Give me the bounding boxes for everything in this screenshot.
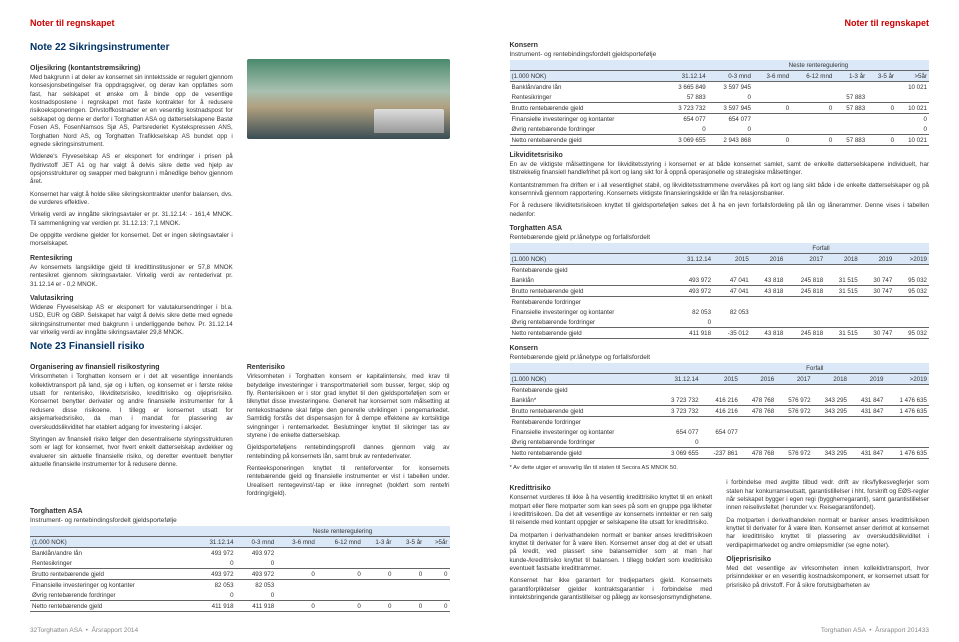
- org-body1: Virksomheten i Torghatten konsern er i d…: [30, 373, 233, 432]
- org-title: Organisering av finansiell risikostyring: [30, 364, 233, 371]
- likviditet-body2: Kontantstrømmen fra driften er i all ves…: [510, 182, 930, 199]
- table-forfall-konsern: Forfall(1.000 NOK)31.12.1420152016201720…: [510, 363, 930, 459]
- wideroe-body: Widerøe's Flyveselskap AS er eksponert f…: [30, 153, 233, 186]
- renterisiko-body2: Gjeldsporteføljens rentebindingsprofil d…: [247, 444, 450, 461]
- likviditet-title: Likviditetsrisiko: [510, 152, 930, 159]
- rente-title: Rentesikring: [30, 255, 233, 262]
- valuta-title: Valutasikring: [30, 295, 233, 302]
- org-body2: Styringen av finansiell risiko følger de…: [30, 436, 233, 469]
- page-header-left: Noter til regnskapet: [30, 18, 450, 28]
- table-konsern: Neste renteregulering(1.000 NOK)31.12.14…: [510, 60, 930, 146]
- olje-body: Med bakgrunn i at deler av konsernet sin…: [30, 74, 233, 149]
- likviditet-body3: For å redusere likviditetsrisikoen knytt…: [510, 202, 930, 219]
- forfall-asa-title: Torghatten ASA: [510, 225, 930, 232]
- forfall-konsern-footnote: * Av dette utgjør et ansvarlig lån til s…: [510, 465, 930, 471]
- footer-company: Torghatten ASA: [37, 627, 82, 634]
- renterisiko-body1: Virksomheten i Torghatten konsern er kap…: [247, 373, 450, 440]
- table-forfall-asa: Forfall(1.000 NOK)31.12.1420152016201720…: [510, 243, 930, 339]
- footer-report: Årsrapport 2014: [92, 627, 139, 634]
- torghatten-asa-title: Torghatten ASA: [30, 508, 450, 515]
- forfall-asa-subtitle: Rentebærende gjeld pr.lånetype og forfal…: [510, 234, 930, 241]
- renterisiko-title: Renterisiko: [247, 364, 450, 371]
- olje-body-right: Med det vesentlige av virksomheten innen…: [726, 565, 929, 590]
- photo-bus-northern-lights: [247, 59, 450, 139]
- forfall-konsern-title: Konsern: [510, 345, 930, 352]
- footer-report-r: Årsrapport 2014: [875, 627, 922, 634]
- note23-title: Note 23 Finansiell risiko: [30, 341, 450, 352]
- kredittrisiko-body3: Konsernet har ikke garantert for tredjep…: [510, 577, 713, 602]
- olje-title: Oljesikring (kontantstrømsikring): [30, 65, 233, 72]
- footer-company-r: Torghatten ASA: [821, 627, 866, 634]
- effekt-body: Konsernet har valgt å holde slike sikrin…: [30, 191, 233, 208]
- rente-body: Av konsernets langsiktige gjeld til kred…: [30, 264, 233, 289]
- verdi1: Virkelig verdi av inngåtte sikringsavtal…: [30, 211, 233, 228]
- kredittrisiko-body1: Konsernet vurderes til ikke å ha vesentl…: [510, 494, 713, 527]
- valuta-body: Widerøe Flyveselskap AS er eksponert for…: [30, 304, 233, 337]
- renterisiko-body3: Renteeksponeringen knyttet til renteforv…: [247, 465, 450, 498]
- torghatten-asa-subtitle: Instrument- og rentebindingsfordelt gjel…: [30, 517, 450, 524]
- forfall-konsern-subtitle: Rentebærende gjeld pr.lånetype og forfal…: [510, 354, 930, 361]
- page-header-right: Noter til regnskapet: [510, 18, 930, 28]
- kredittrisiko-body2: Da motparten i derivathandelen normalt e…: [510, 532, 713, 574]
- bridge1: i forbindelse med avgitte tilbud vedr. d…: [726, 479, 929, 512]
- likviditet-body1: En av de viktigste målsettingene for lik…: [510, 161, 930, 178]
- note22-title: Note 22 Sikringsinstrumenter: [30, 42, 450, 53]
- kredittrisiko-body2b: Da motparten i derivathandelen normalt e…: [726, 517, 929, 550]
- konsern-subtitle: Instrument- og rentebindingsfordelt gjel…: [510, 51, 930, 58]
- konsern-title: Konsern: [510, 42, 930, 49]
- page-number-right: 33: [922, 627, 929, 634]
- verdi2: De oppgitte verdiene gjelder for konsern…: [30, 232, 233, 249]
- table-torghatten-asa: Neste renteregulering(1.000 NOK)31.12.14…: [30, 526, 450, 612]
- kredittrisiko-title: Kredittrisiko: [510, 485, 713, 492]
- olje-title-right: Oljeprisrisiko: [726, 556, 929, 563]
